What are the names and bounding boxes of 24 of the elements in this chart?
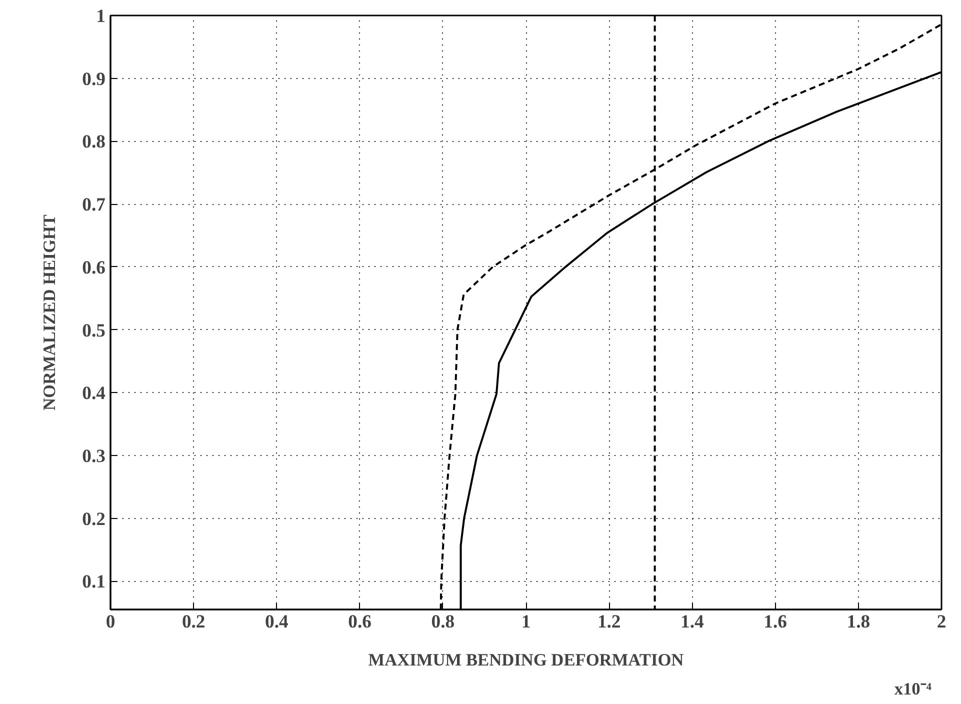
y-tick-label: 0.6 [82, 257, 106, 278]
y-tick-label: 0.8 [82, 132, 106, 153]
y-tick-label: 0.3 [82, 446, 106, 467]
y-tick-label: 0.1 [82, 572, 106, 593]
y-tick-label: 0.2 [82, 508, 106, 530]
y-tick-label: 0.7 [82, 194, 106, 216]
x-tick-label: 0 [106, 612, 116, 632]
x-tick-label: 0.2 [182, 612, 206, 632]
y-tick-label: 0.9 [82, 68, 106, 90]
x-tick-label: 0.8 [431, 612, 455, 632]
x-tick-label: 0.4 [265, 612, 288, 632]
x-tick-label: 1.6 [764, 612, 787, 632]
text: x10⁻⁴ [894, 680, 932, 698]
y-tick-label: 0.5 [82, 320, 106, 342]
y-tick-label: 1 [96, 6, 106, 27]
x-tick-label: 1.4 [680, 612, 704, 632]
x-tick-label: 1.2 [597, 612, 621, 632]
x-tick-label: 2 [936, 612, 946, 632]
y-tick-label: 0.4 [82, 383, 106, 404]
x-axis-title: MAXIMUM BENDING DEFORMATION [368, 650, 684, 670]
x-tick-label: 0.6 [348, 612, 372, 632]
y-axis-title: NORMALIZED HEIGHT [40, 214, 60, 410]
x-tick-label: 1 [521, 612, 531, 632]
x-tick-label: 1.8 [846, 612, 870, 632]
